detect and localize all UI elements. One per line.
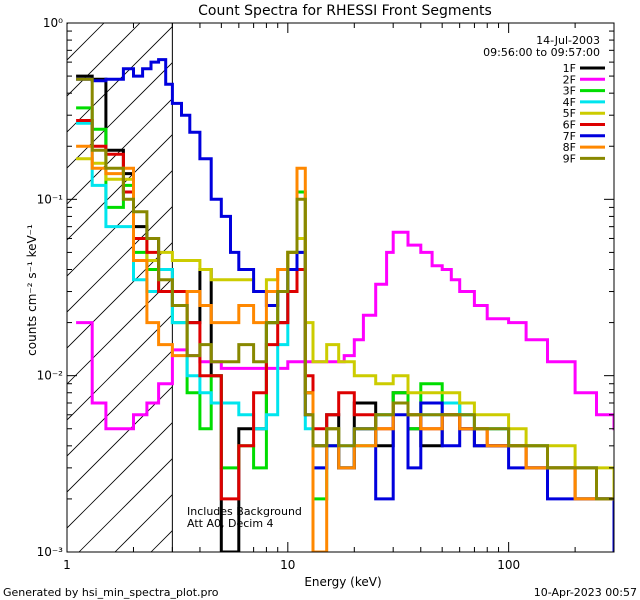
annotation-attenuator: Att A0, Decim 4 [187,517,274,530]
series-line-3f [76,106,614,501]
chart-title: Count Spectra for RHESSI Front Segments [198,3,492,19]
x-axis-label: Energy (keV) [304,575,381,589]
attenuated-hatch-region [67,23,173,552]
legend-label: 5F [563,107,576,120]
series-line-7f [76,58,614,552]
y-tick-label: 10⁻³ [37,545,64,559]
legend-label: 1F [563,62,576,75]
legend-label: 8F [563,141,576,154]
y-tick-label: 10⁻¹ [37,192,64,206]
series-line-8f [76,144,614,552]
series-line-2f [76,230,614,431]
legend-label: 3F [563,85,576,98]
date-label: 14-Jul-2003 [536,34,600,47]
y-tick-label: 10⁰ [43,16,63,30]
x-tick-label: 100 [497,558,520,572]
legend-label: 7F [563,130,576,143]
footer-timestamp: 10-Apr-2023 00:57 [534,586,637,599]
x-tick-label: 1 [63,558,71,572]
series-line-4f [76,121,614,501]
series-layer [76,58,614,552]
series-line-9f [76,77,614,501]
footer-generated-by: Generated by hsi_min_spectra_plot.pro [3,586,219,599]
y-axis: 10⁻³ 10⁻² 10⁻¹ 10⁰ [37,16,614,559]
legend-label: 2F [563,73,576,86]
y-tick-label: 10⁻² [37,369,64,383]
plot-frame [66,22,615,553]
time-range-label: 09:56:00 to 09:57:00 [483,46,600,59]
y-axis-label: counts cm⁻² s⁻¹ keV⁻¹ [25,224,39,356]
legend-label: 6F [563,119,576,132]
series-line-1f [76,74,614,552]
legend-label: 4F [563,96,576,109]
annotation-background: Includes Background [187,505,302,518]
legend-label: 9F [563,152,576,165]
x-axis: 1 10 100 [63,23,615,572]
x-tick-label: 10 [280,558,295,572]
